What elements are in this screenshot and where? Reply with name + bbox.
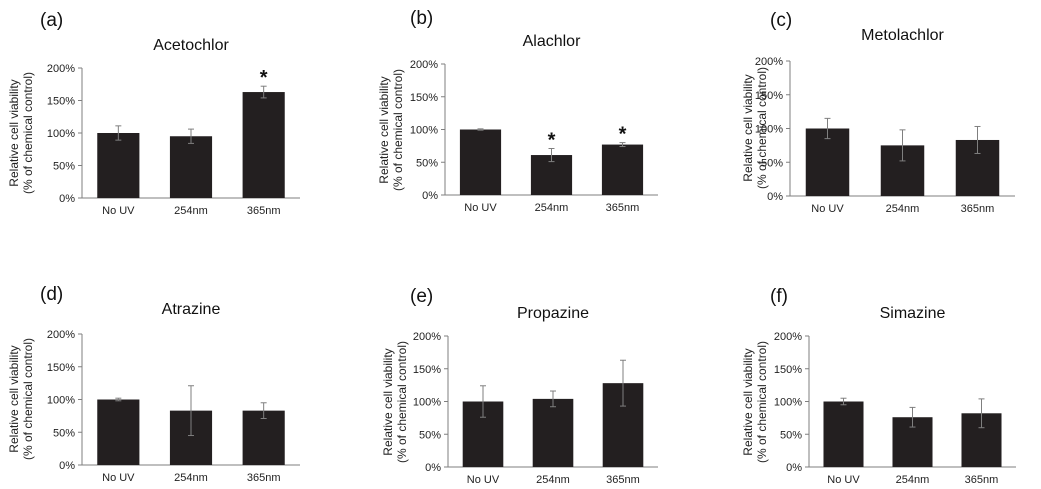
y-tick-label: 0% [786, 462, 802, 474]
y-tick-label: 100% [774, 397, 802, 409]
y-axis-label-line-2: (% of chemical control) [395, 341, 409, 463]
chart-panel-3: (c) Metolachlor Relative cell viability(% … [741, 10, 1015, 215]
panel-letter: (e) [410, 286, 433, 307]
y-axis-label: Relative cell viability(% of chemical co… [741, 341, 769, 463]
bar [459, 129, 502, 195]
chart-title: Acetochlor [153, 37, 229, 54]
bar [532, 398, 574, 467]
y-tick-label: 50% [53, 161, 75, 173]
bar [601, 144, 644, 195]
bar [242, 410, 285, 465]
chart-panel-4: (d) Atrazine Relative cell viability(% of … [7, 284, 300, 484]
y-tick-label: 200% [47, 63, 75, 75]
x-tick-label: 365nm [606, 474, 640, 486]
y-axis-label-line-2: (% of chemical control) [21, 338, 35, 460]
y-axis-label-line-1: Relative cell viability [377, 76, 391, 183]
y-axis-label: Relative cell viability(% of chemical co… [381, 341, 409, 463]
x-tick-label: 254nm [536, 474, 570, 486]
x-tick-label: 365nm [247, 472, 281, 484]
bar [805, 128, 850, 196]
chart-panel-6: (f) Simazine Relative cell viability(% of … [741, 286, 1016, 486]
y-axis-label-line-1: Relative cell viability [7, 345, 21, 452]
significance-marker: * [548, 129, 556, 151]
y-axis-label: Relative cell viability(% of chemical co… [741, 67, 769, 189]
x-tick-label: No UV [102, 205, 135, 217]
x-tick-label: No UV [464, 202, 497, 214]
y-tick-label: 100% [413, 397, 441, 409]
x-tick-label: No UV [467, 474, 500, 486]
chart-title: Atrazine [162, 301, 221, 318]
x-tick-label: 254nm [535, 202, 569, 214]
y-tick-label: 100% [47, 128, 75, 140]
y-tick-label: 150% [413, 364, 441, 376]
y-tick-label: 150% [755, 90, 783, 102]
y-tick-label: 100% [755, 124, 783, 136]
y-tick-label: 200% [413, 331, 441, 343]
chart-title: Simazine [880, 305, 946, 322]
x-tick-label: 365nm [606, 202, 640, 214]
y-axis-label-line-1: Relative cell viability [741, 348, 755, 455]
y-tick-label: 200% [47, 329, 75, 341]
x-tick-label: No UV [827, 474, 860, 486]
y-axis-label: Relative cell viability(% of chemical co… [7, 338, 35, 460]
y-tick-label: 50% [419, 429, 441, 441]
y-tick-label: 150% [47, 362, 75, 374]
y-axis-label: Relative cell viability(% of chemical co… [7, 72, 35, 194]
y-tick-label: 150% [410, 92, 438, 104]
y-tick-label: 50% [761, 157, 783, 169]
x-tick-label: 254nm [174, 472, 208, 484]
x-tick-label: No UV [811, 203, 844, 215]
panel-letter: (b) [410, 8, 433, 29]
bar [169, 136, 213, 198]
x-tick-label: 254nm [896, 474, 930, 486]
x-tick-label: 365nm [247, 205, 281, 217]
y-tick-label: 0% [767, 191, 783, 203]
y-tick-label: 50% [416, 157, 438, 169]
chart-title: Metolachlor [861, 27, 944, 44]
y-tick-label: 0% [59, 460, 75, 472]
y-tick-label: 100% [410, 125, 438, 137]
chart-title: Propazine [517, 305, 589, 322]
x-tick-label: 254nm [174, 205, 208, 217]
y-tick-label: 150% [47, 96, 75, 108]
panel-letter: (f) [770, 286, 788, 307]
y-axis-label-line-2: (% of chemical control) [755, 341, 769, 463]
x-tick-label: 365nm [961, 203, 995, 215]
y-tick-label: 200% [755, 56, 783, 68]
chart-panel-2: (b) Alachlor Relative cell viability(% of … [377, 8, 658, 214]
y-axis-label: Relative cell viability(% of chemical co… [377, 69, 405, 191]
y-axis-label-line-1: Relative cell viability [741, 74, 755, 181]
x-tick-label: 365nm [965, 474, 999, 486]
x-tick-label: 254nm [886, 203, 920, 215]
x-tick-label: No UV [102, 472, 135, 484]
y-tick-label: 0% [59, 193, 75, 205]
bar [242, 92, 285, 198]
bar [97, 399, 140, 465]
panel-letter: (a) [40, 10, 63, 31]
y-tick-label: 150% [774, 364, 802, 376]
y-tick-label: 200% [410, 59, 438, 71]
panel-letter: (c) [770, 10, 792, 31]
chart-title: Alachlor [523, 33, 581, 50]
significance-marker: * [619, 124, 627, 146]
significance-marker: * [260, 67, 268, 89]
chart-panel-5: (e) Propazine Relative cell viability(% of… [381, 286, 658, 486]
y-axis-label-line-2: (% of chemical control) [391, 69, 405, 191]
y-axis-label-line-1: Relative cell viability [7, 79, 21, 186]
bar [823, 401, 864, 467]
y-tick-label: 0% [425, 462, 441, 474]
y-tick-label: 100% [47, 395, 75, 407]
y-tick-label: 0% [422, 190, 438, 202]
y-tick-label: 50% [780, 429, 802, 441]
panel-letter: (d) [40, 284, 63, 305]
y-axis-label-line-1: Relative cell viability [381, 348, 395, 455]
y-axis-label-line-2: (% of chemical control) [755, 67, 769, 189]
bar [97, 133, 140, 198]
y-axis-label-line-2: (% of chemical control) [21, 72, 35, 194]
y-tick-label: 50% [53, 427, 75, 439]
chart-panel-1: (a) Acetochlor Relative cell viability(% o… [7, 10, 300, 217]
y-tick-label: 200% [774, 331, 802, 343]
